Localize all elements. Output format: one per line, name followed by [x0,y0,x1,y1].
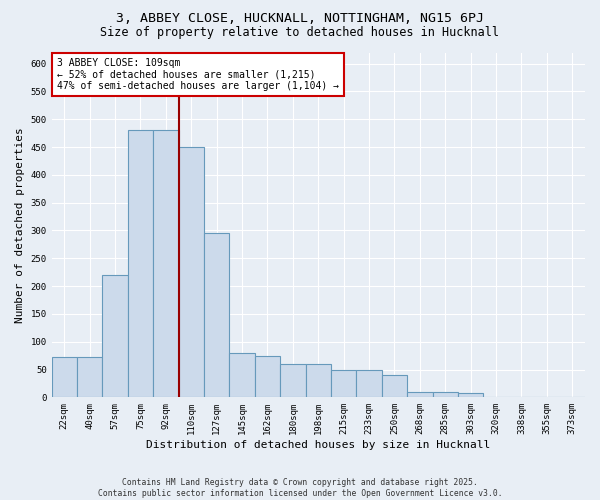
Bar [255,356,280,398]
Bar [204,234,229,398]
Bar [77,358,103,398]
Bar [153,130,179,398]
Text: 3 ABBEY CLOSE: 109sqm
← 52% of detached houses are smaller (1,215)
47% of semi-d: 3 ABBEY CLOSE: 109sqm ← 52% of detached … [57,58,339,91]
Bar [305,364,331,398]
Text: Contains HM Land Registry data © Crown copyright and database right 2025.
Contai: Contains HM Land Registry data © Crown c… [98,478,502,498]
Bar [128,130,153,398]
Bar [407,392,433,398]
Bar [356,370,382,398]
Y-axis label: Number of detached properties: Number of detached properties [15,127,25,323]
Bar [382,375,407,398]
Bar [458,393,484,398]
Bar [280,364,305,398]
Bar [433,392,458,398]
Bar [331,370,356,398]
Bar [229,353,255,398]
Bar [179,147,204,398]
X-axis label: Distribution of detached houses by size in Hucknall: Distribution of detached houses by size … [146,440,490,450]
Text: 3, ABBEY CLOSE, HUCKNALL, NOTTINGHAM, NG15 6PJ: 3, ABBEY CLOSE, HUCKNALL, NOTTINGHAM, NG… [116,12,484,26]
Bar [52,358,77,398]
Text: Size of property relative to detached houses in Hucknall: Size of property relative to detached ho… [101,26,499,39]
Bar [103,275,128,398]
